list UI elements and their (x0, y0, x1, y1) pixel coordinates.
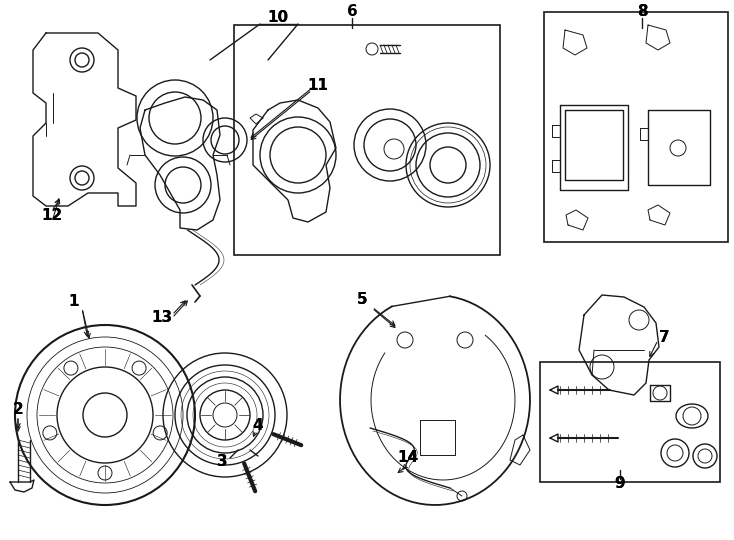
Text: 2: 2 (12, 402, 23, 417)
Text: 9: 9 (614, 476, 625, 491)
Text: 12: 12 (41, 207, 62, 222)
Text: 10: 10 (267, 10, 288, 25)
Text: 14: 14 (397, 450, 418, 465)
Text: 6: 6 (346, 4, 357, 19)
Text: 8: 8 (636, 4, 647, 19)
Text: 13: 13 (151, 310, 172, 326)
Text: 8: 8 (636, 4, 647, 19)
Text: 4: 4 (252, 417, 264, 433)
Text: 1: 1 (69, 294, 79, 309)
Text: 3: 3 (217, 455, 228, 469)
Text: 10: 10 (267, 10, 288, 25)
Bar (234, 25, 500, 255)
Text: 9: 9 (614, 476, 625, 491)
Text: 4: 4 (252, 417, 264, 433)
Text: 2: 2 (12, 402, 23, 417)
Text: 11: 11 (308, 78, 329, 92)
Text: 5: 5 (357, 293, 367, 307)
Text: 5: 5 (357, 293, 367, 307)
Text: 11: 11 (308, 78, 329, 92)
Text: 3: 3 (217, 455, 228, 469)
Text: 7: 7 (658, 330, 669, 346)
Text: 13: 13 (151, 310, 172, 326)
Text: 14: 14 (397, 450, 418, 465)
Text: 7: 7 (658, 330, 669, 346)
Text: 1: 1 (69, 294, 79, 309)
Text: 12: 12 (41, 207, 62, 222)
Bar (540, 362, 720, 482)
Bar (544, 12, 728, 242)
